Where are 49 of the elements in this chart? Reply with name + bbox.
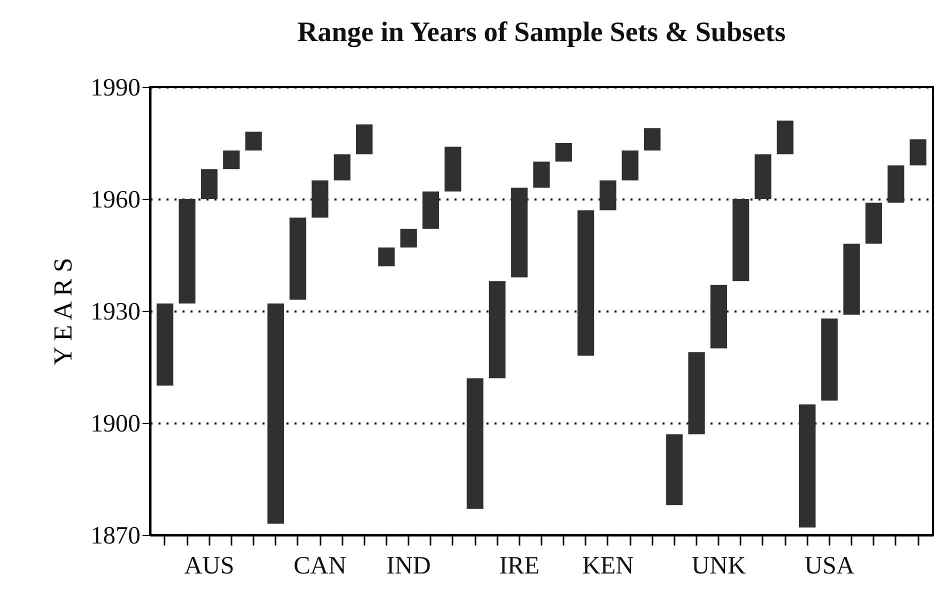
bar bbox=[865, 202, 882, 244]
bar bbox=[798, 404, 816, 528]
bar bbox=[666, 434, 683, 506]
bar bbox=[444, 146, 462, 192]
bar bbox=[644, 128, 661, 150]
bar bbox=[821, 318, 838, 401]
bar bbox=[843, 244, 860, 315]
bar bbox=[910, 139, 926, 166]
bar bbox=[267, 304, 284, 524]
bar bbox=[688, 352, 705, 434]
x-tick-label: AUS bbox=[184, 552, 234, 580]
x-tick-label: USA bbox=[804, 552, 854, 580]
bar bbox=[245, 132, 262, 150]
bar bbox=[577, 210, 594, 356]
x-tick-label: KEN bbox=[582, 552, 634, 580]
bar bbox=[888, 165, 904, 203]
y-tick-label: 1870 bbox=[90, 522, 140, 550]
x-tick-label: IRE bbox=[499, 552, 540, 580]
bar bbox=[156, 304, 174, 386]
bar bbox=[312, 180, 328, 218]
bar bbox=[356, 124, 373, 154]
bar bbox=[334, 154, 350, 180]
bar bbox=[555, 143, 572, 162]
bar bbox=[200, 169, 218, 199]
bar bbox=[290, 218, 306, 300]
chart-title: Range in Years of Sample Sets & Subsets bbox=[297, 17, 786, 48]
bar bbox=[400, 228, 417, 248]
bar bbox=[622, 150, 638, 180]
bar bbox=[511, 188, 528, 278]
y-tick-label: 1900 bbox=[90, 410, 140, 438]
y-tick-label: 1960 bbox=[90, 186, 140, 214]
x-tick-label: IND bbox=[386, 552, 431, 580]
bar bbox=[422, 192, 440, 229]
bar bbox=[488, 281, 506, 378]
bar bbox=[600, 180, 616, 210]
bar bbox=[223, 150, 240, 170]
bar bbox=[776, 120, 794, 154]
bar bbox=[533, 162, 550, 188]
x-tick-label: UNK bbox=[692, 552, 746, 580]
x-tick-label: CAN bbox=[294, 552, 346, 580]
bar bbox=[378, 248, 395, 266]
bar bbox=[732, 199, 750, 282]
y-axis-title: Y E A R S bbox=[48, 258, 78, 366]
bar bbox=[754, 154, 772, 199]
bar bbox=[710, 284, 728, 348]
y-tick-label: 1930 bbox=[90, 298, 140, 326]
bar bbox=[466, 378, 484, 509]
bar bbox=[178, 199, 196, 304]
y-tick-label: 1990 bbox=[90, 74, 140, 102]
